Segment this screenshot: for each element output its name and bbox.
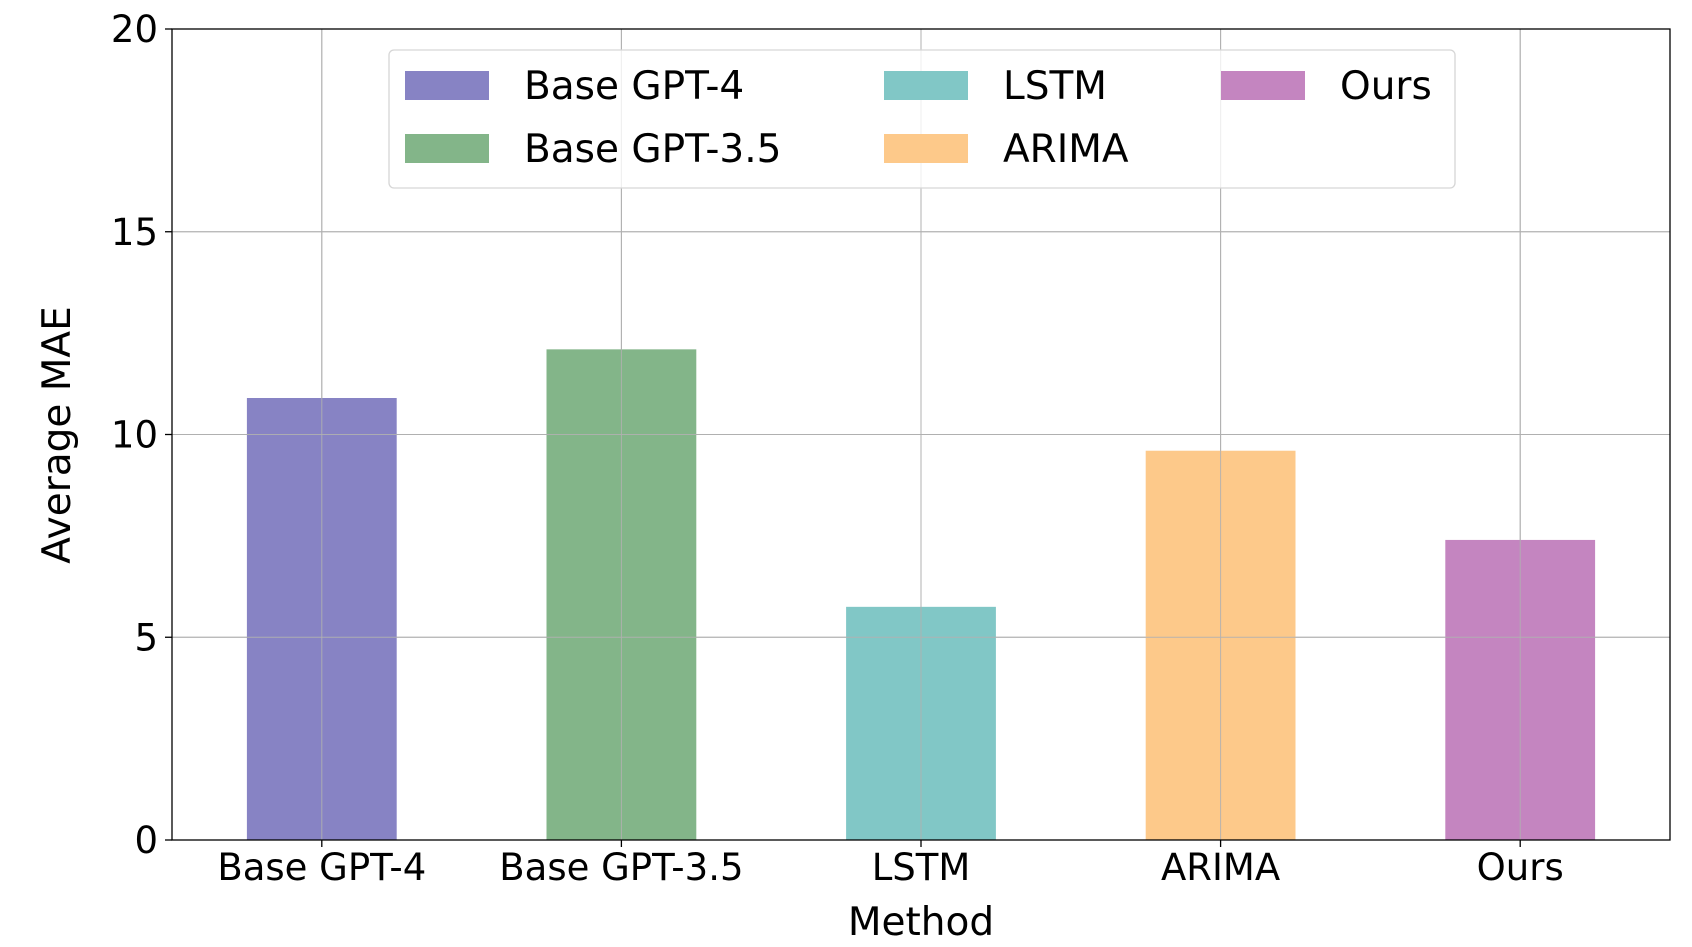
legend-frame <box>388 49 1456 189</box>
x-tick-label: Base GPT-4 <box>217 846 426 889</box>
x-tick-label: LSTM <box>872 846 971 889</box>
legend-label: LSTM <box>1003 64 1107 109</box>
legend: Base GPT-4 Base GPT-3.5 LSTM ARIMA Ours <box>388 49 1456 189</box>
y-axis-ticks: 0 5 10 15 20 <box>111 8 172 862</box>
legend-label: Ours <box>1340 64 1432 109</box>
x-tick-label: Ours <box>1477 846 1564 889</box>
legend-label: Base GPT-3.5 <box>524 127 781 172</box>
bars <box>172 29 1670 840</box>
y-tick-label: 15 <box>111 211 158 254</box>
legend-swatch <box>1221 71 1305 100</box>
legend-swatch <box>884 71 968 100</box>
y-tick-label: 10 <box>111 414 158 457</box>
legend-swatch <box>405 71 489 100</box>
legend-label: Base GPT-4 <box>524 64 744 109</box>
x-axis-ticks: Base GPT-4 Base GPT-3.5 LSTM ARIMA Ours <box>217 840 1564 889</box>
x-tick-label: Base GPT-3.5 <box>499 846 743 889</box>
y-axis-label: Average MAE <box>35 306 80 564</box>
legend-swatch <box>405 134 489 163</box>
x-tick-label: ARIMA <box>1161 846 1280 889</box>
y-tick-label: 0 <box>134 819 158 862</box>
legend-label: ARIMA <box>1003 127 1129 172</box>
y-tick-label: 20 <box>111 8 158 51</box>
legend-swatch <box>884 134 968 163</box>
x-axis-label: Method <box>848 900 994 945</box>
y-tick-label: 5 <box>134 616 158 659</box>
